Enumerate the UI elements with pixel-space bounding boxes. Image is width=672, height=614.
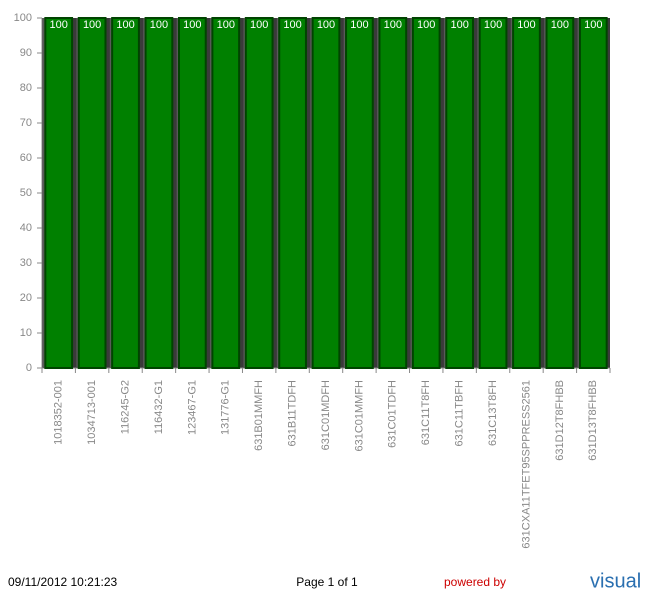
x-tick-label: 131776-G1	[220, 380, 232, 435]
value-label: 100	[317, 19, 335, 31]
value-label: 100	[450, 19, 468, 31]
x-tick-label: 631B11TDFH	[286, 380, 298, 446]
y-tick-label: 30	[20, 257, 32, 269]
x-tick-label: 631D13T8FHBB	[587, 380, 599, 461]
value-label: 100	[350, 19, 368, 31]
value-label: 100	[484, 19, 502, 31]
value-label: 100	[584, 19, 602, 31]
bar	[512, 17, 541, 369]
y-tick-label: 90	[20, 47, 32, 59]
value-label: 100	[183, 19, 201, 31]
value-label: 100	[551, 19, 569, 31]
bar	[545, 17, 575, 369]
value-label: 100	[250, 19, 268, 31]
y-tick-label: 0	[26, 362, 32, 374]
bar	[411, 17, 441, 369]
bar	[378, 17, 408, 369]
x-tick-label: 631D12T8FHBB	[554, 380, 566, 461]
y-tick-label: 10	[20, 327, 32, 339]
bar	[578, 17, 608, 369]
x-tick-label: 631C11TBFH	[454, 380, 466, 446]
page-number: Page 1 of 1	[296, 575, 358, 589]
y-tick-label: 80	[20, 82, 32, 94]
x-tick-label: 1018352-001	[53, 380, 65, 445]
y-tick-label: 40	[20, 222, 32, 234]
bar	[144, 17, 174, 369]
y-tick-label: 20	[20, 292, 32, 304]
bar	[77, 17, 107, 369]
bar	[244, 17, 274, 369]
y-tick-label: 60	[20, 152, 32, 164]
x-tick-label: 631C01MMFH	[353, 380, 365, 452]
timestamp: 09/11/2012 10:21:23	[8, 575, 118, 589]
bar	[345, 17, 374, 369]
value-label: 100	[417, 19, 435, 31]
bar	[278, 17, 307, 369]
y-tick-label: 100	[14, 12, 32, 24]
y-tick-label: 50	[20, 187, 32, 199]
bar	[478, 17, 508, 369]
bar	[445, 17, 475, 369]
value-label: 100	[283, 19, 301, 31]
powered-by: powered by	[444, 575, 506, 589]
bar	[44, 17, 74, 369]
x-tick-label: 631C11T8FH	[420, 380, 432, 445]
value-label: 100	[384, 19, 402, 31]
logo: visual	[590, 570, 641, 592]
bar	[211, 17, 241, 369]
x-tick-label: 123467-G1	[186, 380, 198, 435]
x-tick-label: 1034713-001	[86, 380, 98, 445]
value-label: 100	[150, 19, 168, 31]
bar	[311, 17, 341, 369]
x-tick-label: 631C01TDFH	[387, 380, 399, 448]
x-tick-label: 631C13T8FH	[487, 380, 499, 446]
x-tick-label: 116432-G1	[153, 380, 165, 434]
value-label: 100	[517, 19, 535, 31]
value-label: 100	[50, 19, 68, 31]
value-label: 100	[83, 19, 101, 31]
y-tick-label: 70	[20, 117, 32, 129]
x-tick-label: 116245-G2	[119, 380, 131, 434]
x-tick-label: 631B01MMFH	[253, 380, 265, 451]
value-label: 100	[217, 19, 235, 31]
bar	[111, 17, 140, 369]
bar	[177, 17, 207, 369]
x-tick-label: 631C01MDFH	[320, 380, 332, 450]
x-tick-label: 631CXA11TFET95SPPRESS2561	[520, 380, 532, 549]
value-label: 100	[116, 19, 134, 31]
